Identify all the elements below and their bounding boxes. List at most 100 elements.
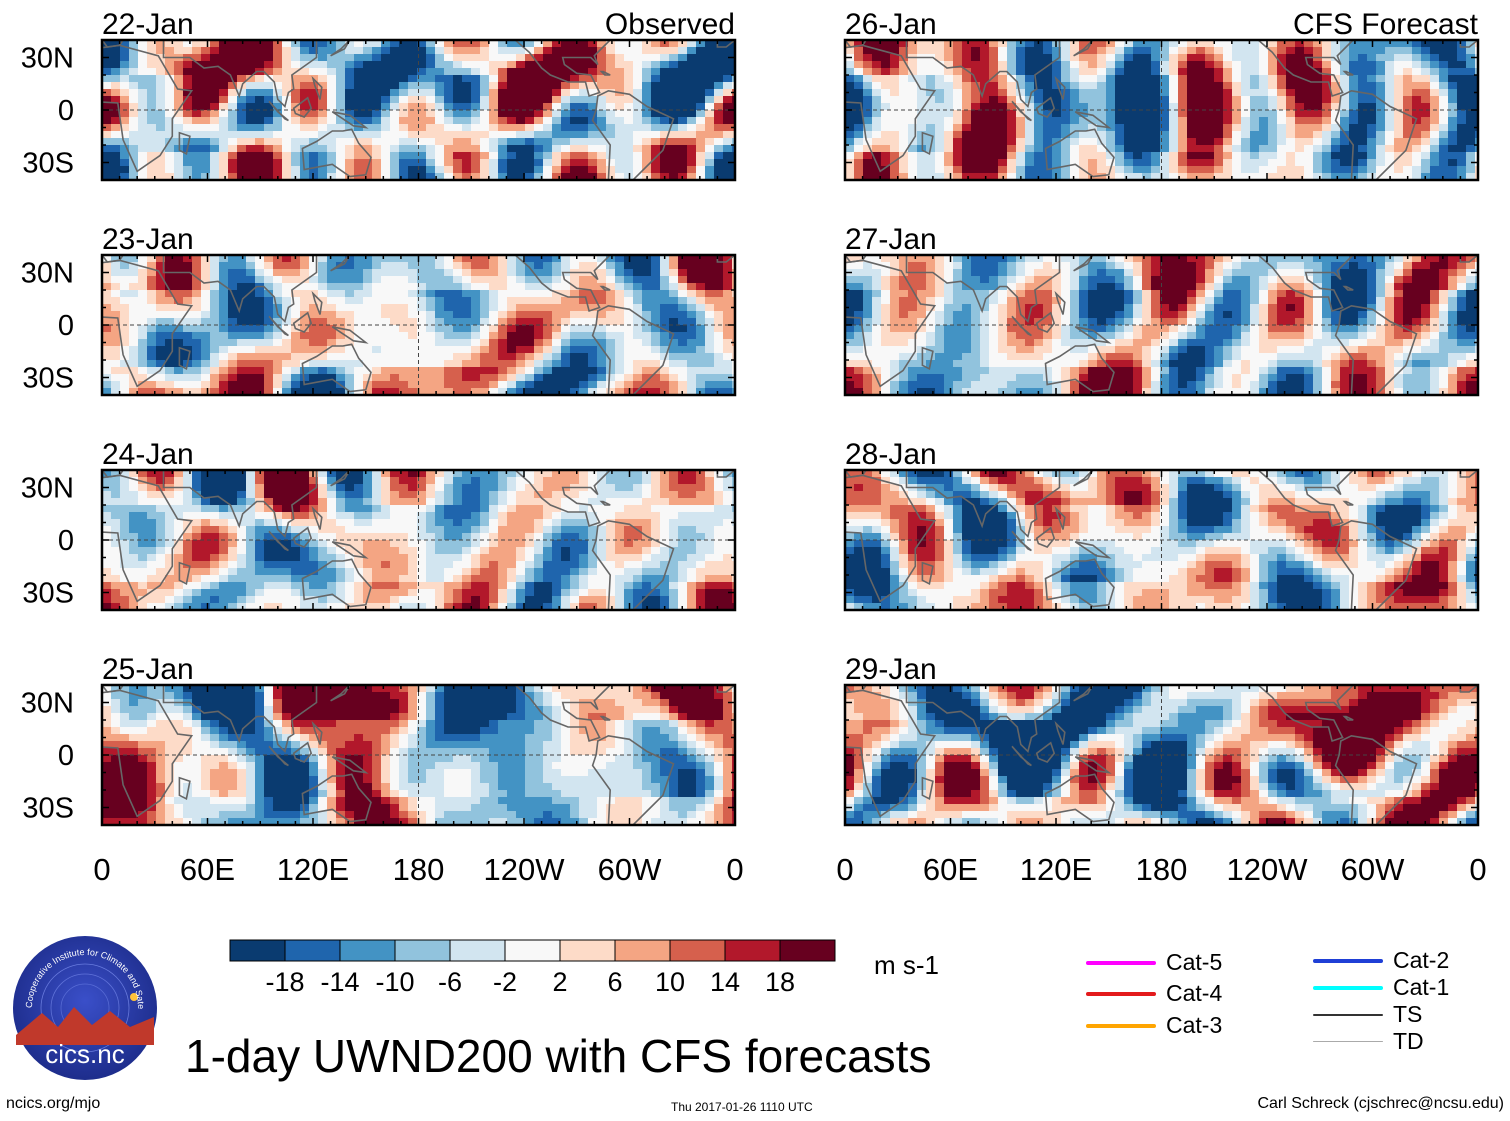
column-label: Observed <box>605 8 735 41</box>
coastlines <box>102 255 735 395</box>
colorbar-bin <box>669 939 726 962</box>
panel-date-label: 28-Jan <box>845 438 937 471</box>
coastlines <box>845 470 1478 610</box>
lon-tick-label: 0 <box>726 852 743 887</box>
legend-swatch <box>1086 1024 1156 1028</box>
lon-tick-label: 180 <box>1136 852 1188 887</box>
colorbar: -18 -14 -10 -6 -2 2 6 10 14 18 <box>229 939 836 997</box>
colorbar-bin <box>394 939 451 962</box>
legend-label: Cat-3 <box>1166 1012 1223 1038</box>
lon-tick-label: 60W <box>598 852 662 887</box>
colorbar-bin <box>284 939 341 962</box>
lon-tick-label: 120E <box>277 852 349 887</box>
panel-date-label: 22-Jan <box>102 8 194 41</box>
lat-tick-label: 30S <box>22 363 74 395</box>
legend-swatch <box>1086 992 1156 996</box>
colorbar-tick-label: -6 <box>438 967 462 997</box>
lat-tick-label: 0 <box>58 310 74 342</box>
lon-tick-label: 0 <box>93 852 110 887</box>
lon-tick-label: 60E <box>180 852 235 887</box>
colorbar-tick-label: -14 <box>320 967 359 997</box>
lon-tick-label: 60W <box>1341 852 1405 887</box>
map-panel-22-Jan: 22-Jan Observed 30N 0 30S <box>21 8 737 182</box>
coastlines <box>102 685 735 825</box>
colorbar-units: m s-1 <box>874 950 939 980</box>
lon-tick-label: 120E <box>1020 852 1092 887</box>
lon-tick-label: 180 <box>393 852 445 887</box>
colorbar-bin <box>614 939 671 962</box>
lon-tick-label: 0 <box>1469 852 1486 887</box>
logo-text: cics.nc <box>45 1039 124 1069</box>
lat-tick-label: 30N <box>21 258 74 290</box>
colorbar-tick-label: 6 <box>607 967 622 997</box>
colorbar-tick-label: -18 <box>265 967 304 997</box>
map-panel-29-Jan: 29-Jan <box>843 653 1480 827</box>
wind-anomaly-field <box>102 470 735 610</box>
legend-swatch <box>1313 1014 1383 1016</box>
colorbar-bin <box>724 939 781 962</box>
lat-tick-label: 0 <box>58 525 74 557</box>
map-panel-26-Jan: 26-Jan CFS Forecast <box>843 8 1480 182</box>
panel-date-label: 26-Jan <box>845 8 937 41</box>
wind-anomaly-field <box>102 685 735 825</box>
map-panel-28-Jan: 28-Jan <box>843 438 1480 612</box>
panel-date-label: 25-Jan <box>102 653 194 686</box>
colorbar-tick-label: -2 <box>493 967 517 997</box>
legend-swatch <box>1086 961 1156 965</box>
colorbar-tick-label: 10 <box>655 967 685 997</box>
colorbar-tick-label: 14 <box>710 967 740 997</box>
panel-date-label: 27-Jan <box>845 223 937 256</box>
lat-tick-label: 30S <box>22 148 74 180</box>
lat-tick-label: 30N <box>21 473 74 505</box>
wind-anomaly-field <box>102 255 735 395</box>
wind-anomaly-field <box>845 685 1478 825</box>
panel-grid: 22-Jan Observed30N030S23-Jan30N030S24-Jan… <box>21 8 1480 827</box>
footer-credit: Carl Schreck (cjschrec@ncsu.edu) <box>1257 1095 1504 1112</box>
colorbar-bin <box>449 939 506 962</box>
cics-logo: Cooperative Institute for Climate and Sa… <box>12 935 157 1080</box>
map-panel-23-Jan: 23-Jan 30N 0 30S <box>21 223 737 397</box>
coastlines <box>102 40 735 180</box>
legend-label: Cat-4 <box>1166 980 1223 1006</box>
figure-title: 1-day UWND200 with CFS forecasts <box>185 1030 932 1082</box>
legend-label: Cat-2 <box>1393 947 1450 973</box>
lat-tick-label: 30S <box>22 793 74 825</box>
colorbar-bin <box>559 939 616 962</box>
wind-anomaly-field <box>845 40 1478 180</box>
legend-swatch <box>1313 959 1383 963</box>
wind-anomaly-field <box>845 255 1478 395</box>
legend-label: Cat-1 <box>1393 974 1450 1000</box>
footer-url[interactable]: ncics.org/mjo <box>6 1095 101 1112</box>
colorbar-bin <box>779 939 836 962</box>
colorbar-bin <box>339 939 396 962</box>
map-panel-24-Jan: 24-Jan 30N 0 30S <box>21 438 737 612</box>
legend-label: TS <box>1393 1001 1423 1027</box>
lon-tick-label: 120W <box>1227 852 1309 887</box>
colorbar-tick-label: -10 <box>375 967 414 997</box>
lon-tick-label: 120W <box>484 852 566 887</box>
panel-date-label: 23-Jan <box>102 223 194 256</box>
lon-tick-label: 60E <box>923 852 978 887</box>
map-panel-27-Jan: 27-Jan <box>843 223 1480 397</box>
lat-tick-label: 30S <box>22 578 74 610</box>
wind-anomaly-field <box>102 40 735 180</box>
coastlines <box>845 255 1478 395</box>
legend-label: TD <box>1393 1028 1424 1054</box>
lat-tick-label: 30N <box>21 43 74 75</box>
column-label: CFS Forecast <box>1293 8 1479 41</box>
lat-tick-label: 0 <box>58 740 74 772</box>
lat-tick-label: 30N <box>21 688 74 720</box>
colorbar-tick-label: 18 <box>765 967 795 997</box>
legend-swatch <box>1313 986 1383 990</box>
colorbar-bin <box>229 939 286 962</box>
panel-date-label: 29-Jan <box>845 653 937 686</box>
map-panel-25-Jan: 25-Jan 30N 0 30S <box>21 653 737 827</box>
wind-anomaly-field <box>845 470 1478 610</box>
footer-timestamp: Thu 2017-01-26 1110 UTC <box>671 1100 813 1114</box>
panel-date-label: 24-Jan <box>102 438 194 471</box>
colorbar-tick-label: 2 <box>552 967 567 997</box>
legend-swatch <box>1313 1041 1383 1042</box>
colorbar-bin <box>504 939 561 962</box>
coastlines <box>845 40 1478 180</box>
